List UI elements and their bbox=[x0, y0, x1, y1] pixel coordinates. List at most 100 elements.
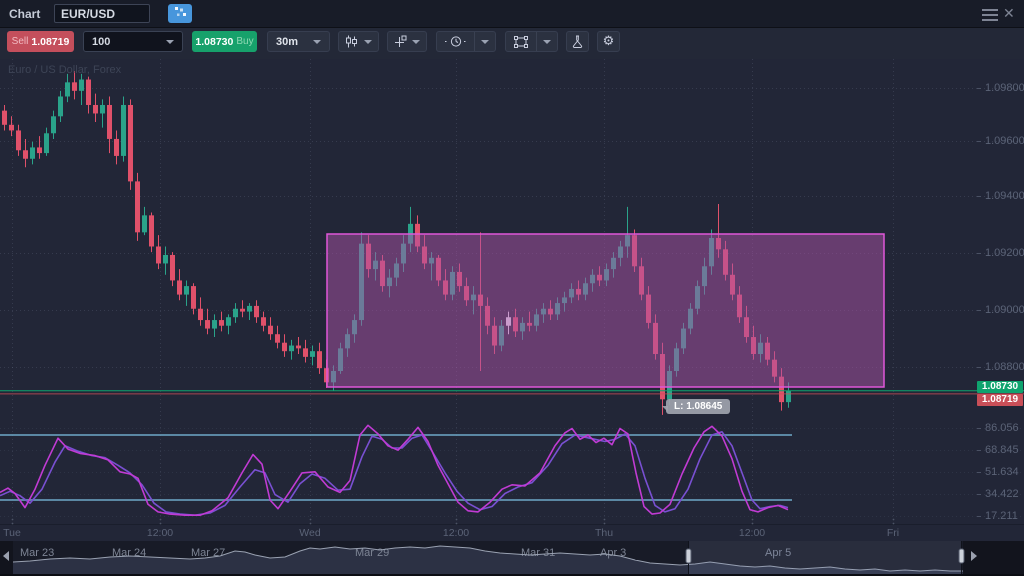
layout-grid-button[interactable] bbox=[168, 4, 192, 23]
sell-label: Sell bbox=[11, 36, 29, 47]
drawing-tool-dropdown[interactable] bbox=[505, 31, 558, 52]
candle-body bbox=[128, 104, 133, 182]
timeframe-dropdown[interactable]: 30m bbox=[267, 31, 330, 52]
timer-segment[interactable] bbox=[437, 32, 474, 51]
time-axis-label: 12:00 bbox=[146, 527, 174, 539]
time-axis-label: Fri bbox=[886, 527, 900, 539]
candle-body bbox=[170, 254, 175, 281]
candle-body bbox=[198, 308, 203, 321]
minimap-date-label: Apr 5 bbox=[765, 547, 791, 559]
candle-body bbox=[114, 138, 119, 156]
candle-body bbox=[317, 351, 322, 369]
candle-body bbox=[2, 110, 7, 125]
buy-button[interactable]: 1.08730 Buy bbox=[192, 31, 257, 52]
candle-body bbox=[135, 181, 140, 233]
candle-body bbox=[233, 308, 238, 318]
dots-grid-icon bbox=[175, 7, 186, 16]
minimap-date-label: Mar 24 bbox=[112, 547, 146, 559]
candle-body bbox=[37, 147, 42, 154]
candle-body bbox=[107, 104, 112, 139]
buy-label: Buy bbox=[236, 36, 254, 47]
candle-body bbox=[30, 147, 35, 159]
minimap-line bbox=[12, 545, 963, 572]
candle-body bbox=[142, 215, 147, 233]
sell-price: 1.08719 bbox=[31, 35, 70, 48]
candle-body bbox=[177, 280, 182, 295]
candle-body bbox=[51, 116, 56, 134]
timer-caret-segment[interactable] bbox=[475, 32, 495, 51]
chevron-down-icon bbox=[412, 39, 420, 44]
close-icon[interactable]: ✕ bbox=[1003, 5, 1015, 21]
sell-button[interactable]: Sell 1.08719 bbox=[7, 31, 74, 52]
rectangle-tool-segment[interactable] bbox=[506, 32, 536, 51]
strategy-tester-button[interactable] bbox=[566, 31, 589, 52]
drawing-caret-segment[interactable] bbox=[537, 32, 557, 51]
candle-body bbox=[163, 254, 168, 264]
candle-body bbox=[86, 79, 91, 105]
chart-type-dropdown[interactable] bbox=[338, 31, 379, 52]
title-bar: Chart ✕ bbox=[0, 0, 1024, 28]
time-axis-label: Wed bbox=[299, 527, 321, 539]
scroll-left-arrow[interactable] bbox=[3, 551, 9, 561]
candle-body bbox=[58, 96, 63, 117]
minimap-selection[interactable] bbox=[688, 541, 962, 574]
low-price-tooltip: L: 1.08645 bbox=[661, 399, 731, 414]
time-axis-label: 12:00 bbox=[442, 527, 470, 539]
candle-body bbox=[786, 390, 791, 403]
stoch-axis-label: 34.422 bbox=[977, 488, 1019, 500]
settings-button[interactable]: ⚙ bbox=[597, 31, 620, 52]
candle-body bbox=[261, 317, 266, 326]
candle-body bbox=[240, 308, 245, 312]
symbol-watermark: Euro / US Dollar, Forex bbox=[8, 64, 122, 76]
chevron-down-icon bbox=[166, 39, 174, 44]
minimap-date-label: Mar 23 bbox=[20, 547, 54, 559]
add-indicator-dropdown[interactable] bbox=[387, 31, 427, 52]
stoch-axis-label: 86.056 bbox=[977, 422, 1019, 434]
time-axis-label: Thu bbox=[594, 527, 614, 539]
stoch-line-K bbox=[0, 424, 789, 517]
timer-dropdown[interactable] bbox=[436, 31, 496, 52]
candle-body bbox=[23, 150, 28, 159]
candle-body bbox=[191, 286, 196, 309]
candle-body bbox=[247, 305, 252, 312]
candle-body bbox=[275, 334, 280, 343]
drawn-rectangle[interactable] bbox=[326, 233, 885, 388]
divider bbox=[474, 32, 476, 51]
candle-body bbox=[212, 320, 217, 329]
chevron-down-icon bbox=[313, 39, 321, 44]
amount-value: 100 bbox=[92, 35, 111, 48]
time-axis-label: 12:00 bbox=[738, 527, 766, 539]
candle-body bbox=[219, 320, 224, 326]
candle-body bbox=[296, 345, 301, 349]
amount-dropdown[interactable]: 100 bbox=[83, 31, 183, 52]
minimap-left-handle[interactable] bbox=[685, 548, 692, 564]
flask-icon bbox=[572, 35, 583, 48]
candle-body bbox=[226, 317, 231, 326]
chevron-down-icon bbox=[543, 39, 551, 44]
bid-price-badge: 1.08719 bbox=[977, 394, 1023, 406]
price-axis-label: 1.09800 bbox=[977, 82, 1024, 94]
candle-body bbox=[9, 124, 14, 131]
candle-body bbox=[79, 79, 84, 91]
candle-body bbox=[779, 376, 784, 403]
chevron-down-icon bbox=[364, 39, 372, 44]
minimap-area bbox=[13, 546, 963, 574]
price-axis-label: 1.09600 bbox=[977, 135, 1024, 147]
timeframe-value: 30m bbox=[276, 35, 299, 48]
candle-body bbox=[205, 320, 210, 329]
minimap-right-handle[interactable] bbox=[958, 548, 965, 564]
candle-body bbox=[149, 215, 154, 247]
divider bbox=[536, 32, 537, 51]
price-axis-label: 1.08800 bbox=[977, 361, 1024, 373]
scroll-right-arrow[interactable] bbox=[971, 551, 977, 561]
symbol-input[interactable] bbox=[54, 4, 150, 23]
hamburger-menu-icon[interactable] bbox=[982, 9, 998, 24]
candle-body bbox=[282, 342, 287, 352]
candle-body bbox=[156, 246, 161, 264]
candle-body bbox=[254, 305, 259, 318]
candle-body bbox=[72, 82, 77, 91]
stoch-axis-label: 17.211 bbox=[977, 510, 1018, 522]
rectangle-tool-icon bbox=[514, 35, 528, 48]
